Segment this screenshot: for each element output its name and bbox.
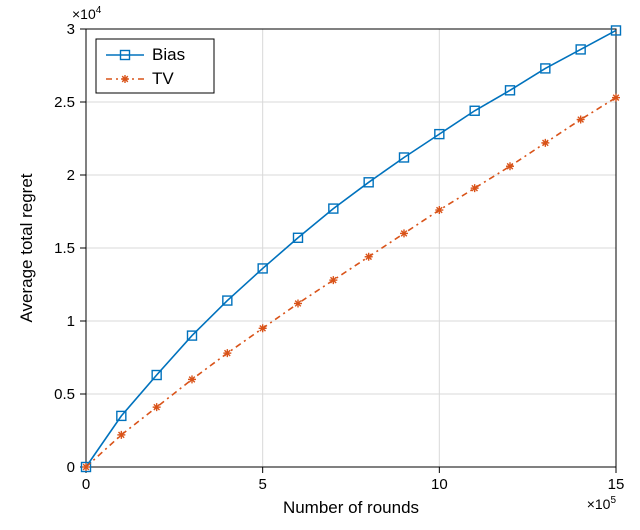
marker-asterisk xyxy=(153,403,161,411)
x-axis-label: Number of rounds xyxy=(283,498,419,517)
legend: Bias TV xyxy=(96,39,214,93)
x-exponent-label: ×105 xyxy=(587,495,617,512)
marker-asterisk xyxy=(541,139,549,147)
marker-asterisk xyxy=(259,324,267,332)
marker-asterisk xyxy=(577,116,585,124)
x-tick-label: 15 xyxy=(608,476,625,493)
x-tick-label: 10 xyxy=(431,476,448,493)
marker-asterisk xyxy=(471,184,479,192)
marker-asterisk xyxy=(612,94,620,102)
y-tick-label: 1.5 xyxy=(54,240,75,257)
marker-asterisk xyxy=(121,75,129,83)
marker-asterisk xyxy=(223,349,231,357)
marker-asterisk xyxy=(435,206,443,214)
regret-chart: 0 5 10 15 0 0.5 1 1.5 2 2.5 3×104 ×105 Number of rou… xyxy=(0,0,640,530)
marker-asterisk xyxy=(82,463,90,471)
marker-asterisk xyxy=(117,431,125,439)
x-tick-label: 0 xyxy=(82,476,90,493)
y-tick-label: 3 xyxy=(67,21,75,38)
chart-svg: 0 5 10 15 0 0.5 1 1.5 2 2.5 3×104 ×105 Number of rou… xyxy=(0,0,640,530)
x-tick-label: 5 xyxy=(258,476,266,493)
y-tick-label: 2 xyxy=(67,167,75,184)
marker-asterisk xyxy=(506,162,514,170)
y-tick-label: 2.5 xyxy=(54,94,75,111)
y-tick-label: 1 xyxy=(67,313,75,330)
marker-asterisk xyxy=(188,375,196,383)
legend-item-label: Bias xyxy=(152,45,185,64)
y-exponent-label: ×104 xyxy=(72,5,102,22)
marker-asterisk xyxy=(294,299,302,307)
y-axis-label: Average total regret xyxy=(17,173,36,322)
y-tick-label: 0 xyxy=(67,459,75,476)
legend-item-label: TV xyxy=(152,69,174,88)
marker-asterisk xyxy=(400,229,408,237)
marker-asterisk xyxy=(365,253,373,261)
y-tick-label: 0.5 xyxy=(54,386,75,403)
marker-asterisk xyxy=(329,276,337,284)
